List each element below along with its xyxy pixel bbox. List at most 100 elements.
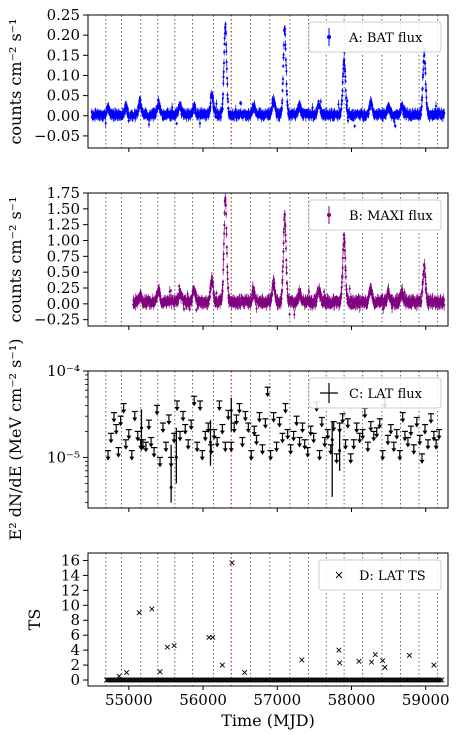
data-point [344,70,347,73]
data-point [175,303,179,306]
data-point [240,102,243,105]
data-point [222,268,225,271]
data-point [343,58,346,61]
data-point [288,313,291,316]
data-point [222,61,226,65]
data-point [225,43,228,46]
data-point [280,297,283,300]
data-point [284,225,287,228]
data-point [224,204,228,207]
data-point [219,115,223,119]
data-point [175,122,178,125]
data-point [307,290,311,293]
data-point [293,313,296,316]
data-point [319,100,322,103]
data-point [223,224,226,227]
y-tick-label: 0.05 [47,87,80,105]
data-point [409,110,412,113]
data-point [226,77,229,80]
data-point [221,102,224,106]
data-point [104,122,107,125]
data-point [169,289,173,292]
data-point [342,72,345,75]
data-point [223,42,226,45]
data-point [280,107,283,110]
data-point [422,68,425,71]
data-point [281,99,284,102]
data-point [255,307,258,310]
legend-box [308,21,442,53]
data-point [226,93,229,97]
data-point [282,227,286,231]
data-point [226,277,229,280]
data-point [399,110,402,114]
data-point [424,71,427,75]
data-point [340,99,344,102]
data-point [223,51,226,54]
data-point [225,252,229,255]
data-point [424,67,427,70]
plot-area [90,15,446,148]
data-point [284,58,287,61]
data-point [420,105,423,108]
data-point [341,89,344,92]
data-point [209,295,212,298]
data-point [225,233,228,236]
data-point [285,70,288,73]
legend-label: A: BAT flux [348,31,423,46]
data-point [215,102,218,105]
data-point [188,308,191,311]
data-point [251,297,254,300]
data-point [157,99,160,102]
data-point [283,27,287,30]
data-point [341,94,344,97]
data-point [393,120,396,124]
data-point [285,266,288,269]
data-point [425,96,428,99]
data-point [215,291,218,295]
data-point [226,271,229,274]
data-point [284,247,288,250]
data-point [225,213,228,216]
data-point [285,82,288,86]
data-point [434,104,438,108]
data-point [212,285,215,288]
data-point [419,112,423,116]
data-point [315,300,318,303]
data-point [284,33,287,36]
data-point [284,233,287,236]
data-point [224,23,227,26]
data-point [271,293,274,296]
y-axis-label: counts cm⁻² s⁻¹ [6,18,25,144]
data-point [425,89,428,93]
data-point [222,242,226,245]
data-point [424,83,427,86]
data-point [340,107,343,111]
data-point [221,107,224,111]
legend: A: BAT flux [308,21,442,53]
data-point [344,89,347,92]
data-point [211,96,215,99]
data-point [353,124,356,128]
data-point [223,232,226,235]
y-tick-label: 0.15 [47,46,80,64]
data-point [226,83,229,86]
data-point [195,308,198,312]
y-tick-label: 0.20 [47,26,80,44]
data-point [225,67,228,70]
panel-a: −0.05 0.00 0.05 0.10 0.15 0.20 0.25 counts cm⁻²… [6,6,449,152]
data-point [225,246,228,249]
data-point [282,260,285,263]
data-point [283,213,287,216]
data-point [285,93,289,96]
y-tick-label: 0.00 [47,107,80,125]
data-point [207,302,210,305]
data-point [282,250,285,253]
data-point [225,50,228,53]
y-tick-label: −0.05 [34,127,80,145]
data-point [425,103,428,106]
data-point [221,97,224,100]
data-point [346,119,350,122]
data-point [221,283,224,286]
data-point [281,82,284,85]
